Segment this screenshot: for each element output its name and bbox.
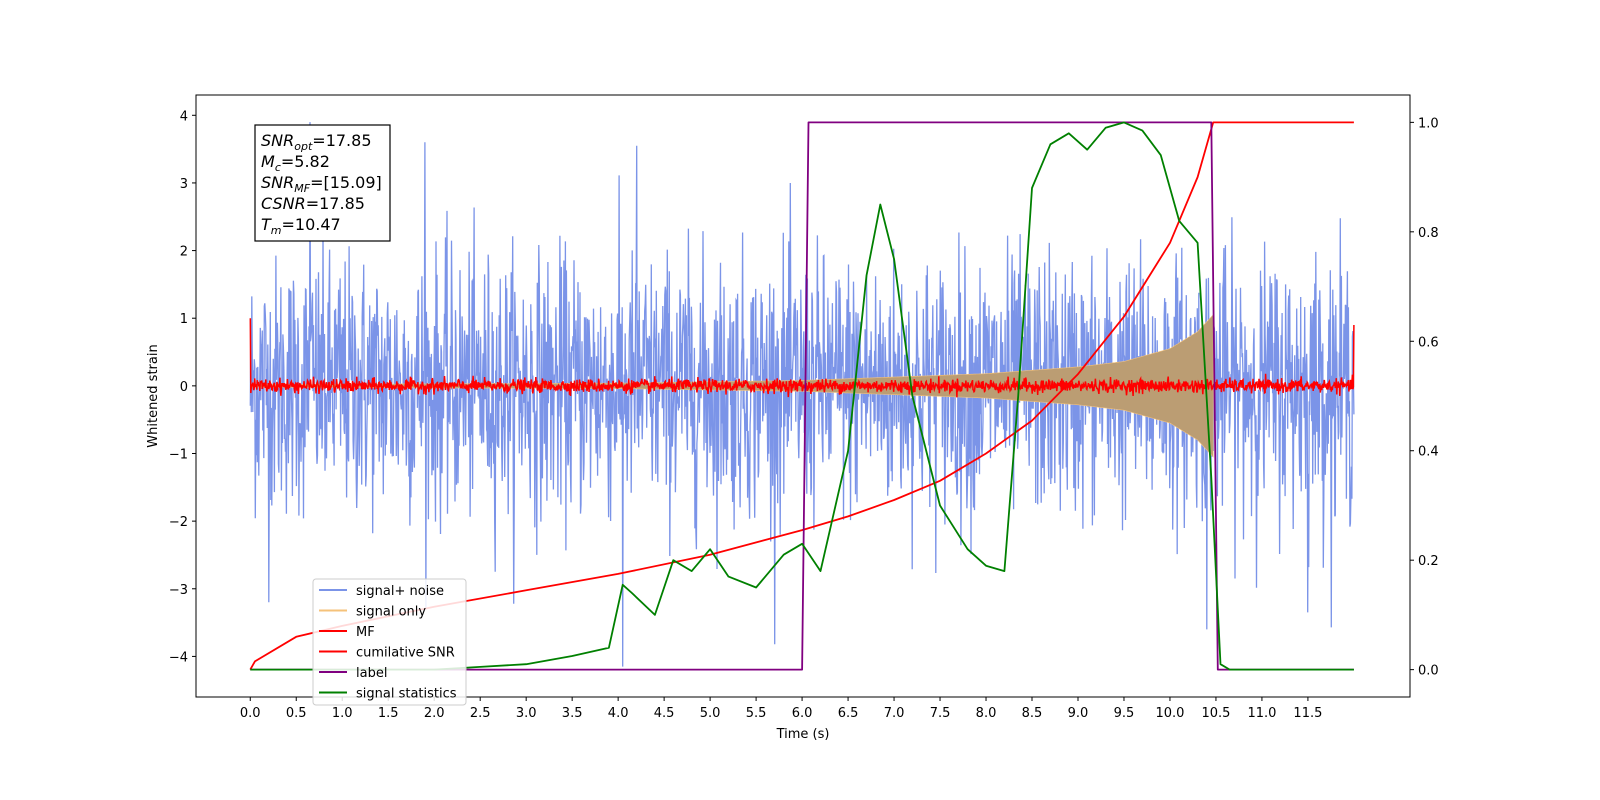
y-tick-label-left: −1: [169, 447, 188, 462]
x-tick-label: 3.0: [516, 706, 537, 721]
legend-label: cumilative SNR: [356, 646, 455, 661]
y-tick-label-left: −4: [169, 650, 188, 665]
x-tick-label: 4.0: [608, 706, 629, 721]
x-tick-label: 1.5: [378, 706, 399, 721]
x-tick-label: 10.0: [1155, 706, 1184, 721]
x-tick-label: 7.5: [930, 706, 951, 721]
legend-label: label: [356, 666, 387, 681]
y-axis-label-left: Whitened strain: [146, 344, 161, 447]
annotation-line: SNRopt=17.85: [261, 131, 372, 153]
x-tick-label: 9.0: [1068, 706, 1089, 721]
x-tick-label: 6.0: [792, 706, 813, 721]
legend: signal+ noise signal only MF cumilative SNR…: [312, 578, 467, 706]
x-tick-label: 6.5: [838, 706, 859, 721]
legend-frame: [312, 578, 467, 706]
y-tick-label-right: 0.0: [1418, 664, 1439, 679]
y-tick-label-left: −2: [169, 515, 188, 530]
x-tick-label: 11.0: [1247, 706, 1276, 721]
y-tick-label-left: 2: [180, 245, 188, 260]
annotation-line: CSNR=17.85: [261, 194, 365, 213]
series-signal-noise-line: [249, 122, 1355, 667]
x-tick-label: 2.5: [470, 706, 491, 721]
legend-label: MF: [356, 625, 375, 640]
series-signal-statistics-line: [250, 121, 1354, 671]
x-tick-label: 2.0: [424, 706, 445, 721]
series-mf-line: [249, 318, 1355, 398]
x-tick-label: 7.0: [884, 706, 905, 721]
x-tick-label: 9.5: [1114, 706, 1135, 721]
plot-frame: [195, 94, 1411, 698]
x-tick-label: 1.0: [332, 706, 353, 721]
x-tick-label: 0.0: [240, 706, 261, 721]
y-tick-label-left: 3: [180, 177, 188, 192]
legend-label: signal only: [356, 605, 426, 620]
annotation-line: Tm=10.47: [261, 215, 341, 237]
annotation-line: SNRMF=[15.09]: [261, 173, 382, 195]
x-axis-label: Time (s): [776, 727, 830, 742]
y-tick-label-right: 0.8: [1418, 226, 1439, 241]
x-tick-label: 8.5: [1022, 706, 1043, 721]
x-tick-label: 5.0: [700, 706, 721, 721]
y-tick-label-right: 0.4: [1418, 445, 1439, 460]
x-tick-label: 0.5: [286, 706, 307, 721]
y-tick-label-right: 0.6: [1418, 335, 1439, 350]
x-tick-label: 11.5: [1293, 706, 1322, 721]
x-axis: 0.0 0.5 1.0 1.5 2.0 2.5 3.0 3.5 4.0 4.5 5.0 5.5 6.0 6…: [240, 697, 1322, 721]
x-tick-label: 5.5: [746, 706, 767, 721]
annotation-line: Mc=5.82: [261, 152, 330, 174]
annotation-box: SNRopt=17.85Mc=5.82SNRMF=[15.09]CSNR=17.…: [254, 124, 391, 242]
y-tick-label-left: 4: [180, 109, 188, 124]
y-tick-label-left: 1: [180, 312, 188, 327]
x-tick-label: 10.5: [1201, 706, 1230, 721]
x-tick-label: 8.0: [976, 706, 997, 721]
y-tick-label-right: 1.0: [1418, 116, 1439, 131]
y-tick-label-left: 0: [180, 380, 188, 395]
y-axis-right: 1.0 0.8 0.6 0.4 0.2 0.0: [1410, 116, 1439, 679]
y-tick-label-left: −3: [169, 583, 188, 598]
series-layer: [249, 121, 1355, 671]
x-tick-label: 3.5: [562, 706, 583, 721]
legend-label: signal+ noise: [356, 584, 444, 599]
y-axis-left: 4 3 2 1 0 −1 −2 −3 −4: [169, 109, 196, 665]
x-tick-label: 4.5: [654, 706, 675, 721]
legend-label: signal statistics: [356, 687, 457, 702]
y-tick-label-right: 0.2: [1418, 554, 1439, 569]
annotation-frame: [254, 124, 391, 242]
